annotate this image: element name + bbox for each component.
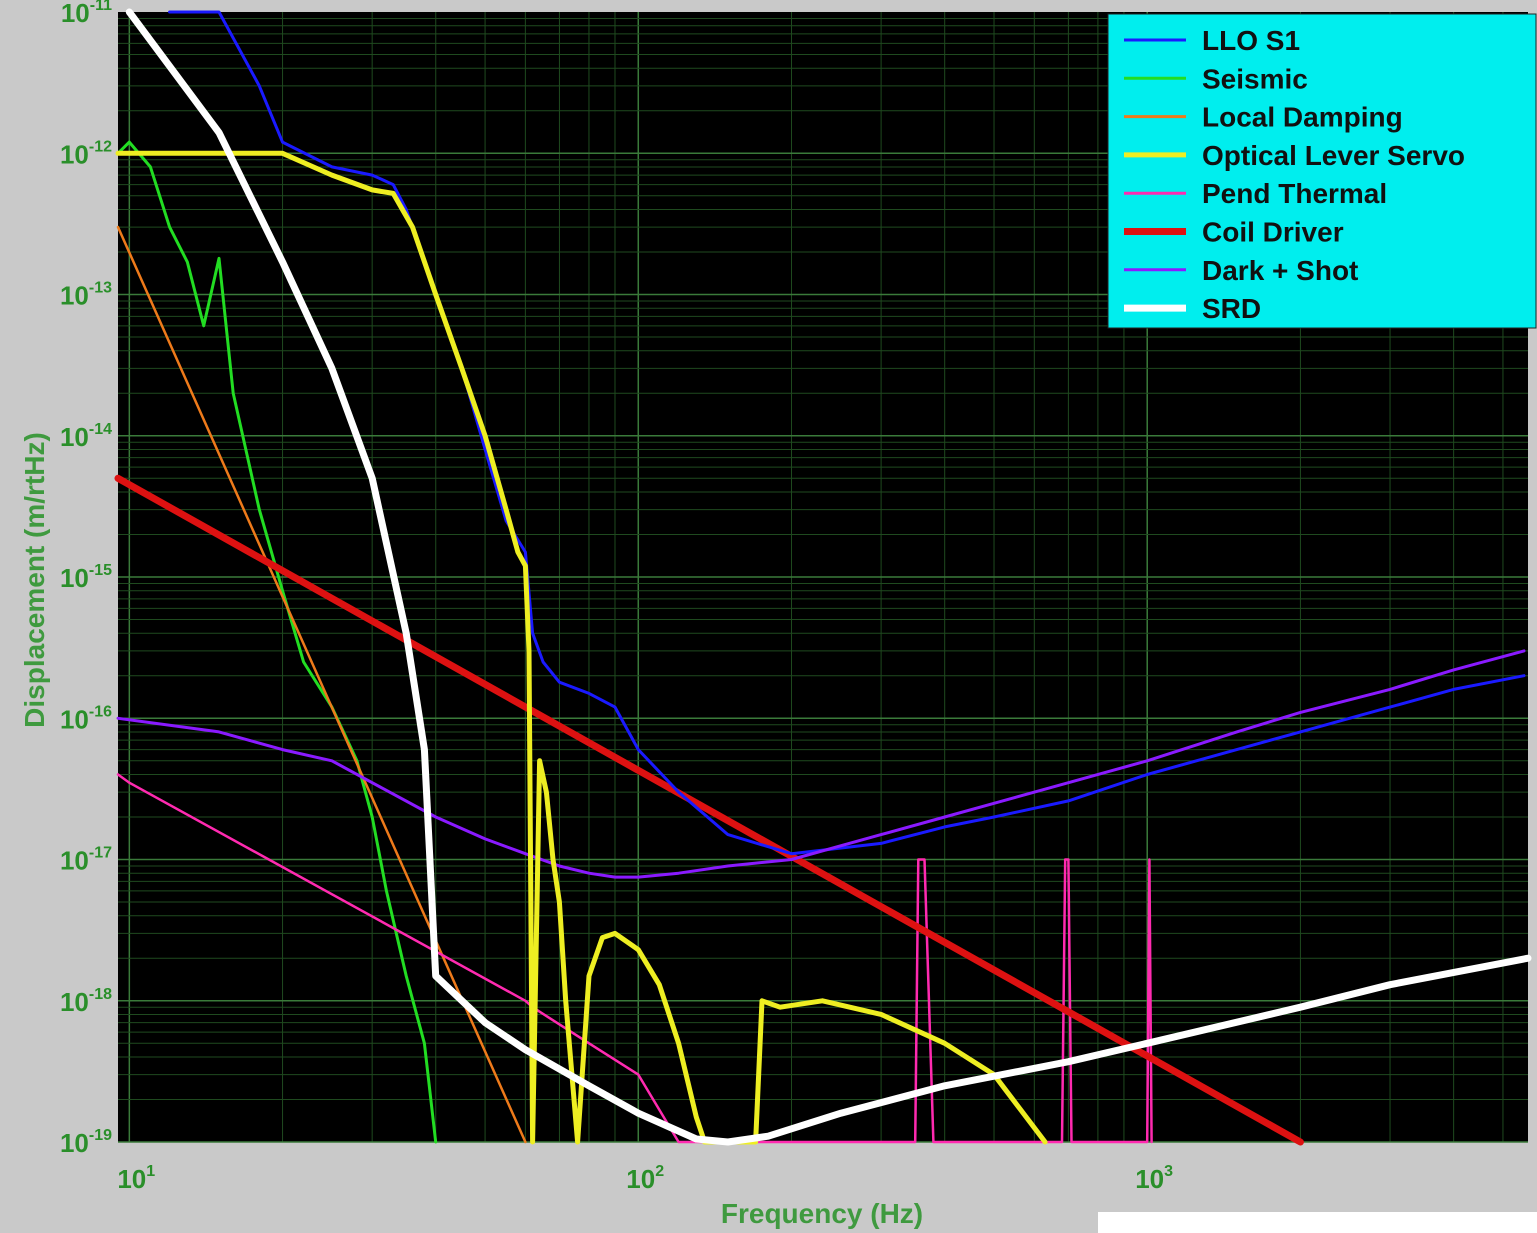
y-tick-label: 10-17 xyxy=(60,845,112,876)
series-line-local-damping xyxy=(116,225,527,1144)
series-line-coil-driver xyxy=(114,474,1304,1146)
y-tick-label: 10-19 xyxy=(60,1127,112,1158)
legend-label: LLO S1 xyxy=(1202,25,1300,56)
x-ticks: 101 102 103 xyxy=(117,1163,1173,1194)
x-tick-label: 102 xyxy=(626,1163,664,1194)
legend-label: Pend Thermal xyxy=(1202,178,1387,209)
y-ticks: 10-11 10-12 10-13 10-14 10-15 10-16 10-17 10-18… xyxy=(60,0,112,1158)
legend-label: Seismic xyxy=(1202,63,1308,94)
y-tick-label: 10-11 xyxy=(61,0,112,28)
legend: LLO S1 Seismic Local Damping Optical Lever … xyxy=(1107,13,1537,329)
legend-box xyxy=(1107,13,1537,329)
legend-label: Optical Lever Servo xyxy=(1202,140,1465,171)
legend-label: Coil Driver xyxy=(1202,217,1344,248)
series-line-optical-lever-servo xyxy=(115,150,1048,1145)
series-layer xyxy=(114,8,1532,1146)
x-tick-label: 103 xyxy=(1135,1163,1173,1194)
series-line-srd xyxy=(125,8,1532,1146)
series-line-dark-shot xyxy=(116,649,1526,879)
legend-label: Local Damping xyxy=(1202,102,1403,133)
y-tick-label: 10-12 xyxy=(60,138,112,169)
corner-blank-box xyxy=(1098,1212,1537,1233)
legend-label: Dark + Shot xyxy=(1202,255,1358,286)
series-line-llo-s1 xyxy=(168,10,1526,856)
y-tick-label: 10-14 xyxy=(60,421,112,452)
y-tick-label: 10-13 xyxy=(60,280,112,311)
legend-label: SRD xyxy=(1202,293,1261,324)
y-tick-label: 10-18 xyxy=(60,986,112,1017)
y-tick-label: 10-15 xyxy=(60,562,112,593)
y-tick-label: 10-16 xyxy=(60,703,112,734)
y-axis-label: Displacement (m/rtHz) xyxy=(19,432,50,728)
series-line-seismic xyxy=(116,140,438,1144)
x-axis-label: Frequency (Hz) xyxy=(721,1198,923,1229)
x-tick-label: 101 xyxy=(117,1163,155,1194)
